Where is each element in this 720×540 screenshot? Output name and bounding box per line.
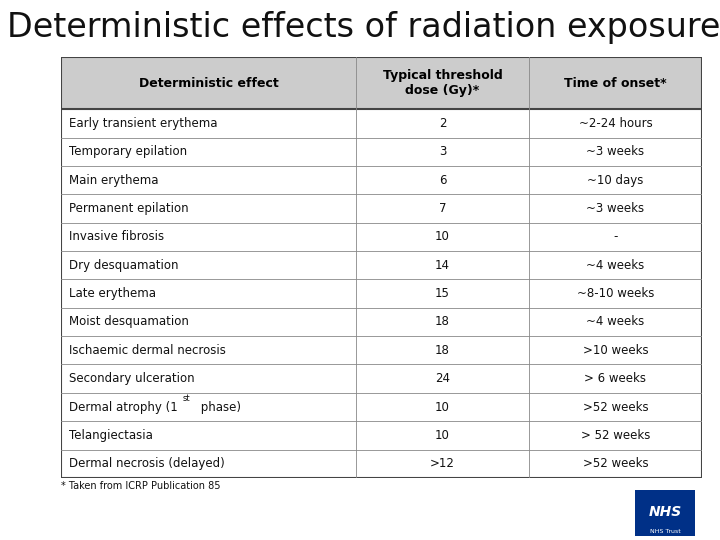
- Text: >52 weeks: >52 weeks: [582, 457, 648, 470]
- Text: Telangiectasia: Telangiectasia: [69, 429, 153, 442]
- Text: ~3 weeks: ~3 weeks: [586, 145, 644, 158]
- Bar: [529, 138, 702, 166]
- Bar: [356, 109, 529, 138]
- Bar: [529, 109, 702, 138]
- Text: 24: 24: [435, 372, 450, 385]
- Text: phase): phase): [197, 401, 241, 414]
- Text: Deterministic effects of radiation exposure: Deterministic effects of radiation expos…: [7, 10, 720, 44]
- Text: Invasive fibrosis: Invasive fibrosis: [69, 231, 164, 244]
- Bar: [529, 194, 702, 222]
- Text: ~2-24 hours: ~2-24 hours: [579, 117, 652, 130]
- Bar: [356, 308, 529, 336]
- Text: 10: 10: [435, 231, 450, 244]
- Bar: [529, 166, 702, 194]
- Text: Dry desquamation: Dry desquamation: [69, 259, 179, 272]
- Text: 2: 2: [438, 117, 446, 130]
- Text: st: st: [183, 394, 191, 403]
- Text: 3: 3: [438, 145, 446, 158]
- Bar: [61, 393, 356, 421]
- Text: NHS: NHS: [648, 505, 682, 519]
- Text: Main erythema: Main erythema: [69, 174, 158, 187]
- Text: Secondary ulceration: Secondary ulceration: [69, 372, 194, 385]
- Text: Ischaemic dermal necrosis: Ischaemic dermal necrosis: [69, 344, 226, 357]
- Text: ~8-10 weeks: ~8-10 weeks: [577, 287, 654, 300]
- Bar: [356, 57, 529, 109]
- Bar: [356, 336, 529, 364]
- Bar: [356, 280, 529, 308]
- Bar: [529, 393, 702, 421]
- Bar: [61, 138, 356, 166]
- Text: 6: 6: [438, 174, 446, 187]
- Bar: [529, 222, 702, 251]
- Bar: [61, 222, 356, 251]
- Bar: [61, 336, 356, 364]
- Bar: [61, 251, 356, 280]
- Text: Early transient erythema: Early transient erythema: [69, 117, 217, 130]
- Text: > 6 weeks: > 6 weeks: [585, 372, 647, 385]
- Text: Moist desquamation: Moist desquamation: [69, 315, 189, 328]
- Bar: [61, 308, 356, 336]
- Bar: [356, 222, 529, 251]
- Bar: [635, 490, 695, 536]
- Bar: [61, 421, 356, 449]
- Text: >12: >12: [430, 457, 455, 470]
- Text: Late erythema: Late erythema: [69, 287, 156, 300]
- Text: Permanent epilation: Permanent epilation: [69, 202, 189, 215]
- Bar: [356, 421, 529, 449]
- Bar: [61, 109, 356, 138]
- Text: Hull and East Yorkshire Hospitals: Hull and East Yorkshire Hospitals: [410, 505, 616, 518]
- Bar: [356, 449, 529, 478]
- Bar: [529, 280, 702, 308]
- Text: > 52 weeks: > 52 weeks: [581, 429, 650, 442]
- Text: 10: 10: [435, 401, 450, 414]
- Bar: [356, 166, 529, 194]
- Bar: [61, 194, 356, 222]
- Bar: [356, 194, 529, 222]
- Text: 18: 18: [435, 315, 450, 328]
- Text: 10: 10: [435, 429, 450, 442]
- Bar: [529, 57, 702, 109]
- Text: Typical threshold
dose (Gy)*: Typical threshold dose (Gy)*: [382, 69, 503, 97]
- Text: 15: 15: [435, 287, 450, 300]
- Text: >52 weeks: >52 weeks: [582, 401, 648, 414]
- Bar: [529, 336, 702, 364]
- Bar: [356, 138, 529, 166]
- Bar: [529, 251, 702, 280]
- Text: NHS Trust: NHS Trust: [649, 529, 680, 534]
- Bar: [529, 421, 702, 449]
- Bar: [61, 280, 356, 308]
- Text: Temporary epilation: Temporary epilation: [69, 145, 187, 158]
- Bar: [529, 449, 702, 478]
- Text: ~3 weeks: ~3 weeks: [586, 202, 644, 215]
- Text: 14: 14: [435, 259, 450, 272]
- Text: Dermal atrophy (1: Dermal atrophy (1: [69, 401, 178, 414]
- Text: 7: 7: [438, 202, 446, 215]
- Text: Deterministic effect: Deterministic effect: [139, 77, 279, 90]
- Bar: [61, 57, 356, 109]
- Text: * Taken from ICRP Publication 85: * Taken from ICRP Publication 85: [61, 481, 221, 491]
- Bar: [356, 393, 529, 421]
- Bar: [61, 166, 356, 194]
- Bar: [61, 364, 356, 393]
- Bar: [356, 251, 529, 280]
- Text: ~10 days: ~10 days: [588, 174, 644, 187]
- Text: ~4 weeks: ~4 weeks: [586, 259, 644, 272]
- Bar: [61, 449, 356, 478]
- Text: 18: 18: [435, 344, 450, 357]
- Text: Dermal necrosis (delayed): Dermal necrosis (delayed): [69, 457, 225, 470]
- Text: ~4 weeks: ~4 weeks: [586, 315, 644, 328]
- Bar: [529, 308, 702, 336]
- Text: -: -: [613, 231, 618, 244]
- Text: >10 weeks: >10 weeks: [582, 344, 648, 357]
- Bar: [356, 364, 529, 393]
- Bar: [529, 364, 702, 393]
- Text: Time of onset*: Time of onset*: [564, 77, 667, 90]
